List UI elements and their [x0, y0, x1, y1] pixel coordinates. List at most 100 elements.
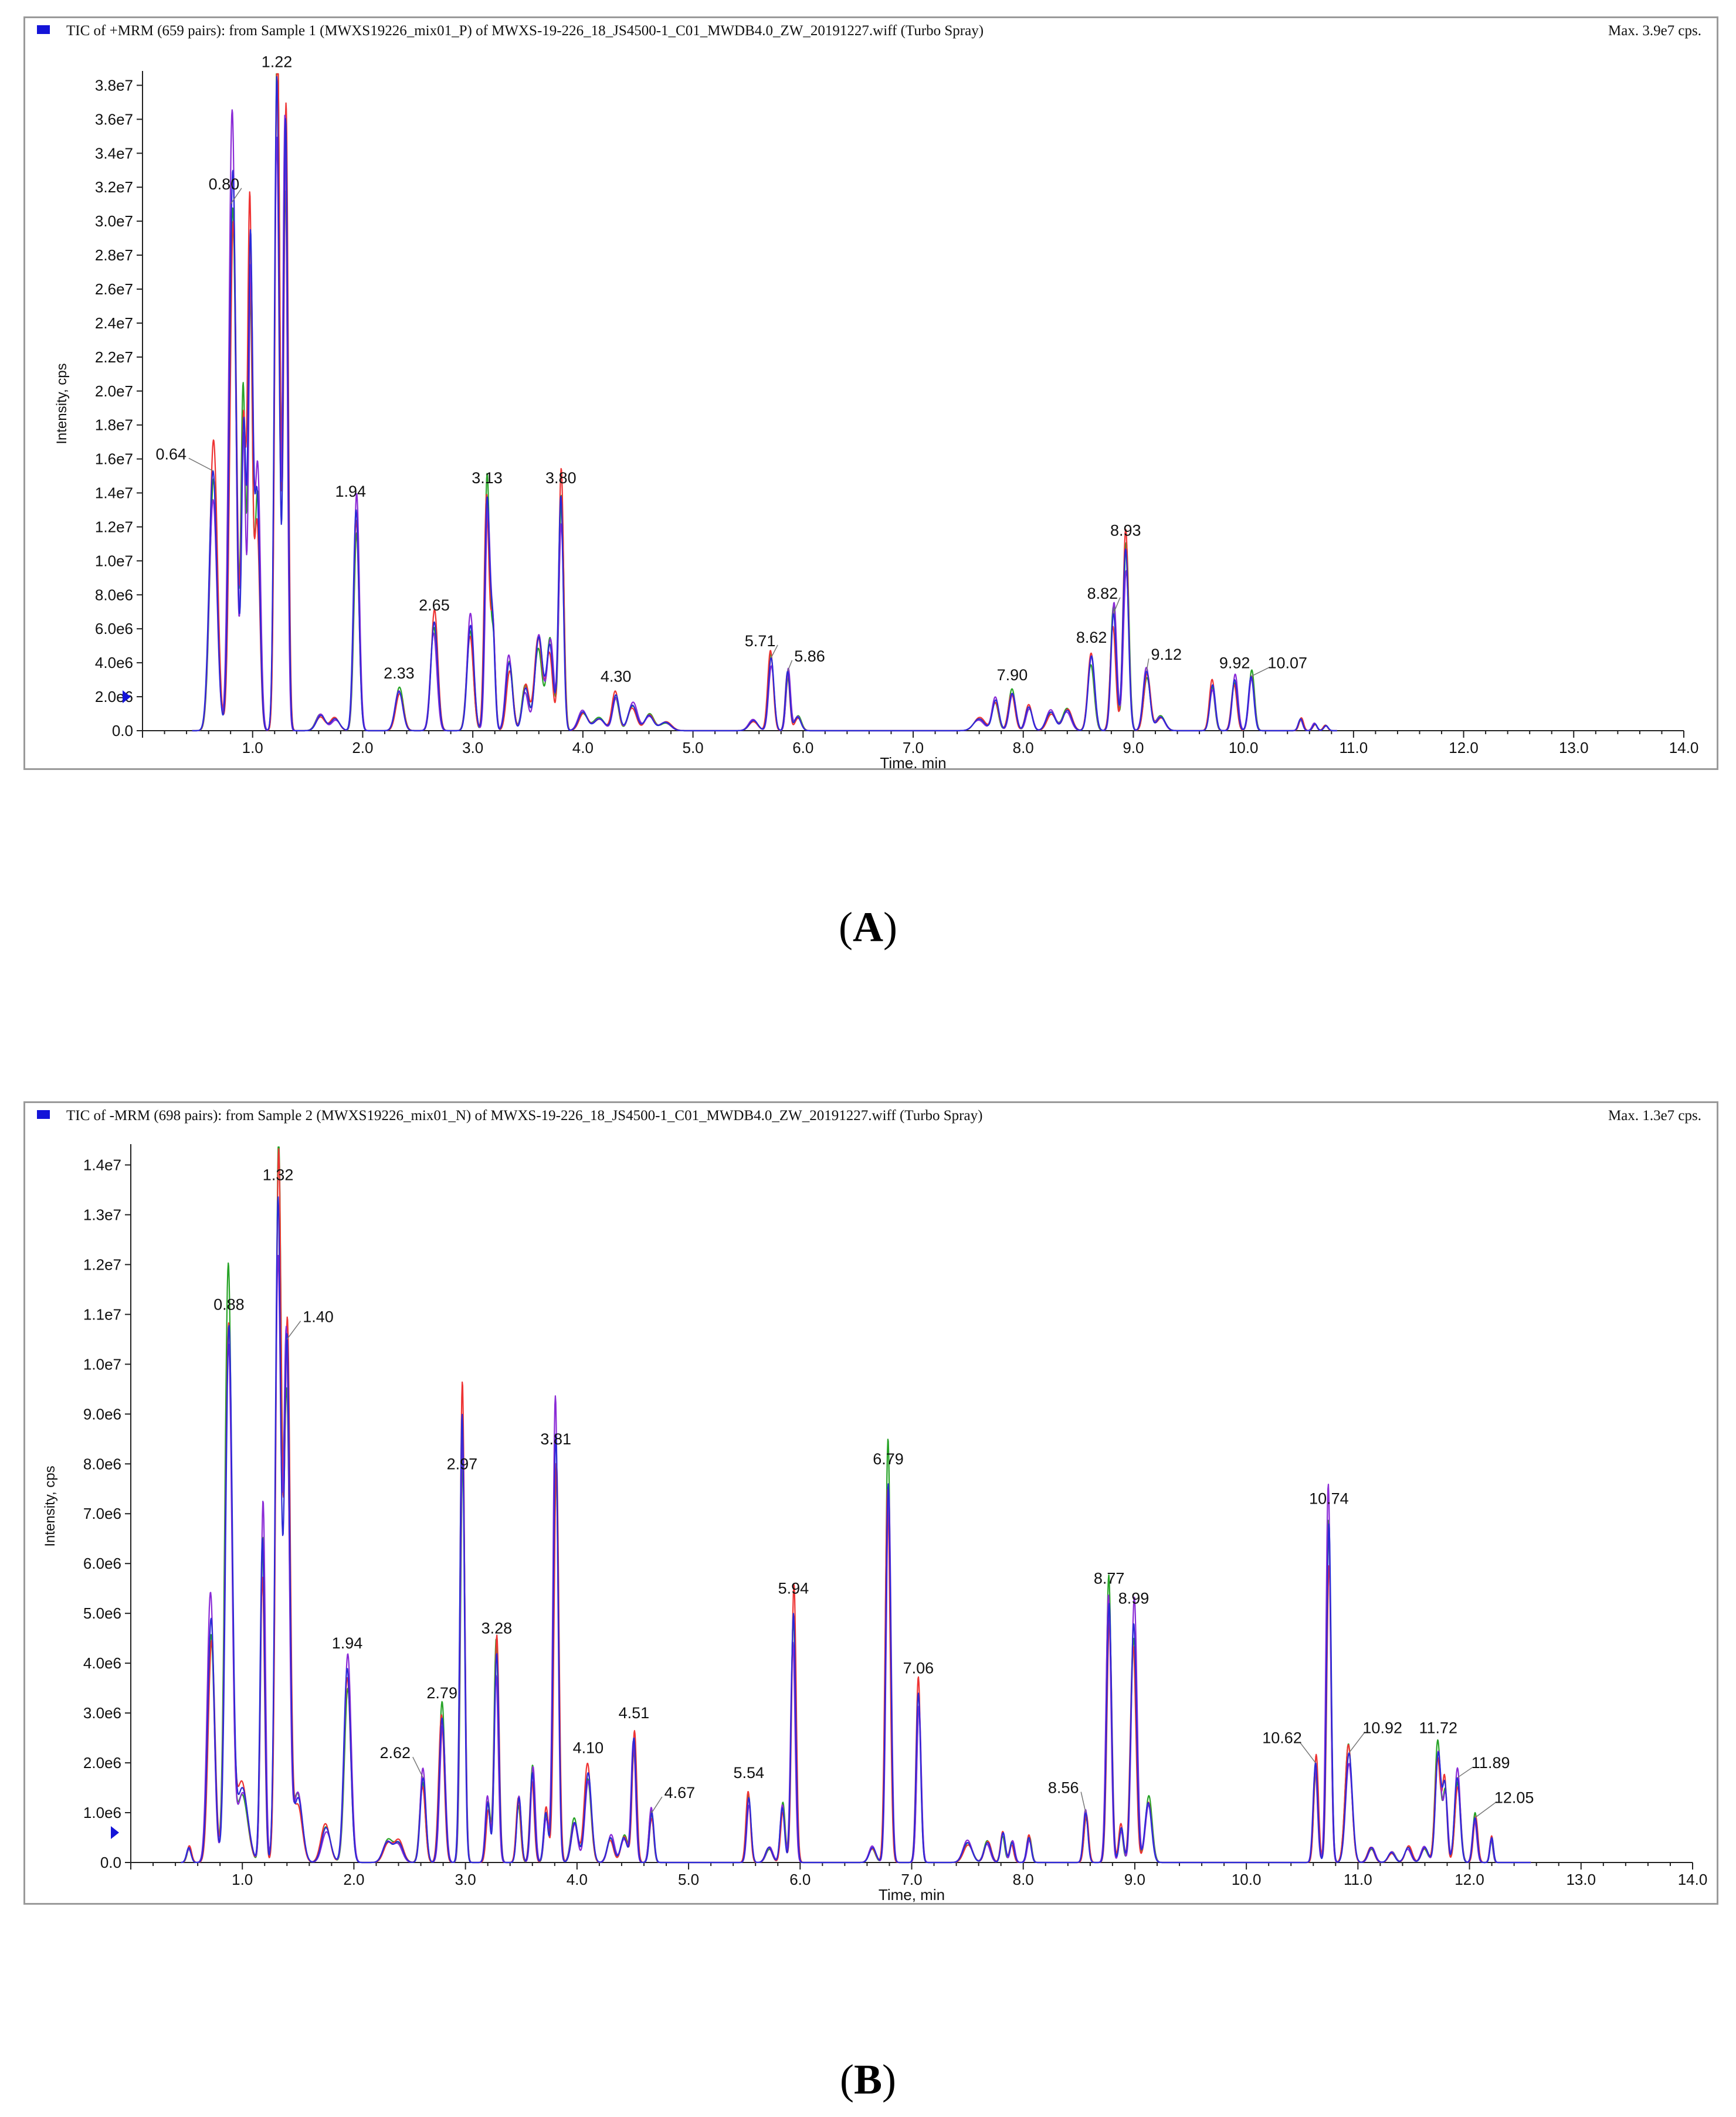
peak-label: 1.94 [332, 1634, 363, 1652]
y-tick-label: 1.3e7 [83, 1206, 121, 1223]
peak-label: 2.65 [419, 596, 450, 614]
peak-label: 0.88 [213, 1295, 245, 1313]
x-tick-label: 6.0 [789, 1871, 811, 1888]
y-tick-label: 7.0e6 [83, 1505, 121, 1522]
panel-a-caption: (A) [839, 904, 897, 951]
chart-b-plot: 0.0 1.0e6 2.0e6 3.0e6 4.0e6 5.0e6 6.0e6 7.0e6 8.… [42, 1144, 1707, 1903]
panel-b-max-label: Max. 1.3e7 cps. [1608, 1108, 1701, 1124]
threshold-arrow-icon [123, 690, 131, 704]
peak-label: 4.67 [664, 1784, 696, 1802]
panel-b-caption: (B) [840, 2056, 896, 2103]
peak-label: 3.13 [472, 469, 503, 487]
y-tick-label: 3.8e7 [95, 76, 133, 94]
y-tick-label: 6.0e6 [83, 1555, 121, 1572]
panel-a-header: TIC of +MRM (659 pairs): from Sample 1 (… [25, 22, 1717, 48]
y-tick-label: 3.4e7 [95, 144, 133, 162]
x-tick-label: 4.0 [572, 739, 594, 756]
x-tick-label: 2.0 [343, 1871, 364, 1888]
peak-label: 2.97 [447, 1455, 478, 1473]
peak-label: 10.62 [1262, 1729, 1302, 1747]
peak-leader-line [1250, 666, 1270, 677]
peak-label: 4.51 [619, 1704, 650, 1722]
x-tick-label: 13.0 [1559, 739, 1589, 756]
peak-leader-line [771, 644, 778, 658]
x-tick-label: 8.0 [1013, 739, 1034, 756]
y-tick-label: 1.2e7 [95, 518, 133, 535]
trace-blue [181, 1196, 1531, 1864]
peak-label: 8.62 [1076, 629, 1107, 646]
y-tick-label: 3.0e6 [83, 1704, 121, 1722]
peak-label: 10.74 [1309, 1490, 1349, 1508]
peak-label: 5.71 [745, 632, 776, 650]
chromatogram-panel-b: TIC of -MRM (698 pairs): from Sample 2 (… [23, 1101, 1718, 1905]
peak-label: 3.81 [540, 1430, 571, 1448]
x-tick-label: 13.0 [1566, 1871, 1596, 1888]
y-tick-label: 1.4e7 [83, 1156, 121, 1173]
peak-label: 12.05 [1494, 1789, 1534, 1807]
y-tick-label: 4.0e6 [95, 654, 133, 671]
panel-a-title: TIC of +MRM (659 pairs): from Sample 1 (… [66, 23, 984, 39]
x-tick-label: 10.0 [1232, 1871, 1262, 1888]
y-tick-label: 8.0e6 [83, 1455, 121, 1473]
x-tick-label: 5.0 [682, 739, 703, 756]
x-tick-label: 9.0 [1124, 1871, 1145, 1888]
peak-label: 1.22 [262, 53, 293, 70]
chart-b-group: 0.0 1.0e6 2.0e6 3.0e6 4.0e6 5.0e6 6.0e6 7.0e6 8.… [42, 1144, 1707, 1903]
peak-leader-line [651, 1796, 663, 1813]
peak-label: 4.30 [601, 668, 632, 686]
x-axis-title: Time, min [880, 754, 946, 768]
peak-leader-line [188, 457, 213, 471]
y-tick-label: 1.0e7 [83, 1355, 121, 1373]
peak-leader-line [412, 1756, 424, 1778]
peak-leader-line [1457, 1766, 1474, 1779]
y-tick-label: 1.1e7 [83, 1305, 121, 1323]
peak-leader-line [230, 188, 242, 205]
chart-a-group: 0.02.0e64.0e66.0e68.0e61.0e71.2e71.4e71.… [54, 53, 1698, 768]
x-tick-label: 7.0 [903, 739, 924, 756]
peak-label: 2.62 [380, 1744, 411, 1762]
peak-label: 5.54 [734, 1764, 765, 1782]
peak-label: 1.94 [335, 483, 366, 500]
y-tick-label: 2.0e7 [95, 382, 133, 400]
y-tick-label: 8.0e6 [95, 586, 133, 603]
peak-label: 7.90 [997, 666, 1028, 684]
peak-label: 11.72 [1419, 1719, 1458, 1737]
y-tick-label: 3.0e7 [95, 212, 133, 230]
y-axis-title: Intensity, cps [42, 1465, 58, 1546]
y-tick-label: 2.2e7 [95, 348, 133, 366]
peak-label: 9.92 [1219, 654, 1250, 672]
x-tick-label: 10.0 [1229, 739, 1259, 756]
y-axis-title: Intensity, cps [54, 363, 70, 444]
y-tick-label: 1.8e7 [95, 416, 133, 434]
x-tick-label: 4.0 [567, 1871, 588, 1888]
x-tick-label: 14.0 [1678, 1871, 1708, 1888]
peak-label: 9.12 [1151, 646, 1182, 663]
peak-label: 7.06 [903, 1660, 934, 1677]
y-tick-label: 2.0e6 [83, 1754, 121, 1772]
peak-label: 1.32 [263, 1166, 294, 1183]
peak-leader-line [1080, 1792, 1086, 1813]
peak-leader-line [1146, 658, 1150, 671]
panel-b-title: TIC of -MRM (698 pairs): from Sample 2 (… [66, 1108, 983, 1124]
y-tick-label: 1.0e6 [83, 1804, 121, 1821]
y-tick-label: 3.2e7 [95, 178, 133, 196]
peak-label: 2.79 [426, 1684, 457, 1702]
peak-label: 8.93 [1110, 522, 1141, 540]
peak-label: 2.33 [384, 664, 415, 682]
y-tick-label: 4.0e6 [83, 1654, 121, 1672]
peak-label: 1.40 [303, 1308, 334, 1326]
x-tick-label: 12.0 [1454, 1871, 1484, 1888]
trace-blue [192, 76, 1338, 732]
chromatogram-panel-a: TIC of +MRM (659 pairs): from Sample 1 (… [23, 16, 1718, 770]
blue-square-marker-icon [37, 25, 50, 34]
y-tick-label: 2.4e7 [95, 314, 133, 332]
threshold-arrow-icon [111, 1826, 119, 1840]
x-tick-label: 1.0 [232, 1871, 253, 1888]
peak-leader-line [1474, 1801, 1497, 1819]
y-tick-label: 2.6e7 [95, 280, 133, 298]
peak-label: 6.79 [873, 1450, 904, 1468]
peak-leader-line [1113, 597, 1121, 614]
x-axis-title: Time, min [879, 1886, 945, 1903]
peak-leader-line [1348, 1732, 1365, 1753]
x-tick-label: 6.0 [792, 739, 813, 756]
